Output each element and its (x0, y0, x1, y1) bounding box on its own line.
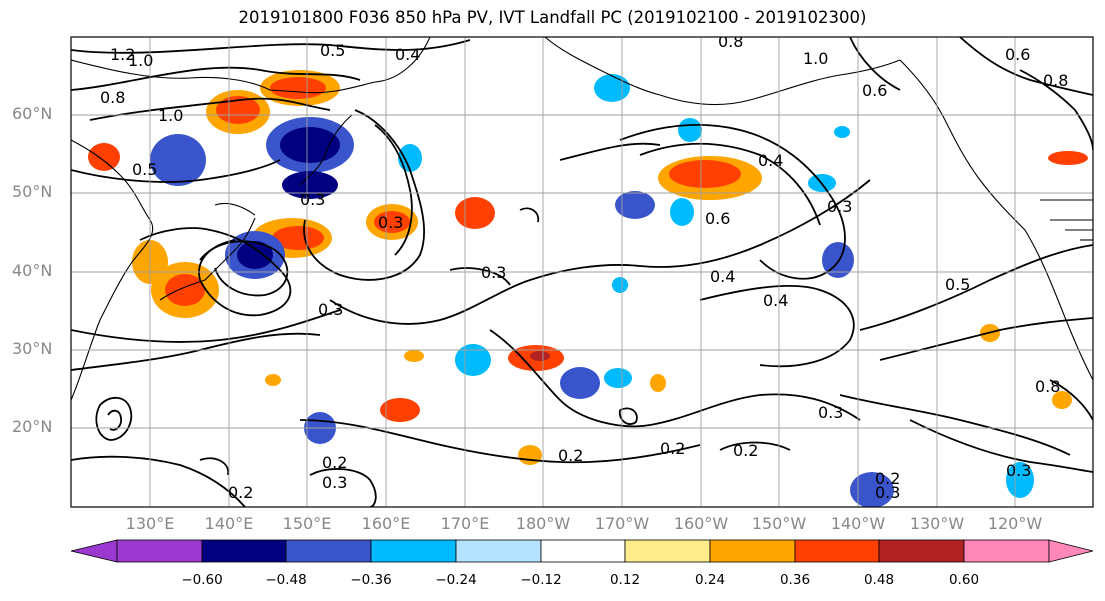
contour-label: 0.8 (1043, 71, 1068, 90)
lat-label: 20°N (12, 417, 53, 436)
contour-label: 0.4 (710, 267, 735, 286)
contour-label: 0.3 (818, 403, 843, 422)
lon-label: 140°E (204, 514, 254, 533)
colorbar-segment (285, 539, 372, 563)
colorbar-tick-label: 0.48 (863, 572, 895, 588)
lon-label: 150°E (282, 514, 332, 533)
contour-label: 1.0 (158, 106, 183, 125)
contour-label: 0.8 (1035, 377, 1060, 396)
colorbar-segment (624, 539, 711, 563)
contour-label: 0.5 (132, 160, 157, 179)
lon-label: 170°E (440, 514, 490, 533)
colorbar-tick-label: −0.12 (520, 572, 562, 588)
colorbar-tick-label: −0.60 (181, 572, 223, 588)
contour-label: 0.6 (1005, 45, 1030, 64)
colorbar-tick-label: 0.60 (948, 572, 980, 588)
lon-label: 120°W (987, 514, 1043, 533)
contour-label: 0.2 (733, 441, 758, 460)
colorbar-segment (878, 539, 965, 563)
contour-label: 0.5 (320, 41, 345, 60)
colorbar-segment (455, 539, 542, 563)
map-title: 2019101800 F036 850 hPa PV, IVT Landfall… (238, 8, 867, 27)
lat-label: 30°N (12, 339, 53, 358)
contour-label: 0.3 (481, 263, 506, 282)
contour-label: 0.2 (322, 453, 347, 472)
colorbar-tick-label: 0.36 (779, 572, 811, 588)
contour-label: 0.3 (300, 190, 325, 209)
colorbar (70, 539, 1094, 563)
contour-label: 0.2 (875, 469, 900, 488)
colorbar-tick-label: −0.36 (350, 572, 392, 588)
colorbar-extend-low (70, 539, 118, 563)
graticule (71, 37, 1093, 507)
colorbar-tick-label: 0.12 (609, 572, 641, 588)
colorbar-segment (201, 539, 287, 563)
lon-label: 180°W (515, 514, 571, 533)
contour-label: 0.3 (875, 483, 900, 502)
contour-label: 1.0 (128, 51, 153, 70)
contour-label: 0.2 (660, 439, 685, 458)
coastlines (71, 37, 1093, 401)
colorbar-tick-label: 0.24 (694, 572, 726, 588)
contour-label: 0.4 (758, 151, 783, 170)
colorbar-segment (794, 539, 880, 563)
contour-label: 0.5 (945, 275, 970, 294)
colorbar-tick-label: −0.24 (435, 572, 477, 588)
pv-shading (88, 70, 1088, 507)
contour-label: 0.3 (318, 300, 343, 319)
contour-label: 0.3 (827, 197, 852, 216)
contour-label: 0.2 (558, 446, 583, 465)
colorbar-segment (370, 539, 457, 563)
contour-label: 0.8 (100, 88, 125, 107)
contour-label: 0.3 (322, 473, 347, 492)
lon-label: 150°W (751, 514, 807, 533)
colorbar-segment (963, 539, 1050, 563)
colorbar-tick-label: −0.48 (265, 572, 307, 588)
lon-label: 130°W (909, 514, 965, 533)
colorbar-segment (116, 539, 203, 563)
contour-label: 0.3 (378, 213, 403, 232)
contour-label: 0.8 (718, 32, 743, 51)
lon-label: 160°W (673, 514, 729, 533)
contour-label: 0.6 (862, 81, 887, 100)
colorbar-extend-high (1048, 539, 1094, 563)
map-frame (70, 36, 1094, 508)
lat-label: 50°N (12, 182, 53, 201)
contour-label: 1.0 (803, 49, 828, 68)
contour-label: 0.6 (705, 209, 730, 228)
lat-label: 60°N (12, 104, 53, 123)
colorbar-segment (709, 539, 796, 563)
contour-label: 0.4 (763, 291, 788, 310)
lon-label: 130°E (125, 514, 175, 533)
contour-label: 0.2 (228, 483, 253, 502)
colorbar-segment (540, 539, 626, 563)
lon-label: 140°W (830, 514, 886, 533)
contour-label: 0.3 (1006, 461, 1031, 480)
lat-label: 40°N (12, 261, 53, 280)
contour-label: 0.4 (395, 45, 420, 64)
contour-label: 1.2 (110, 45, 135, 64)
lon-label: 160°E (361, 514, 411, 533)
lon-label: 170°W (594, 514, 650, 533)
contour-labels: 1.2 1.0 0.8 1.0 0.5 0.4 0.8 1.0 0.6 0.6 … (100, 32, 1068, 502)
